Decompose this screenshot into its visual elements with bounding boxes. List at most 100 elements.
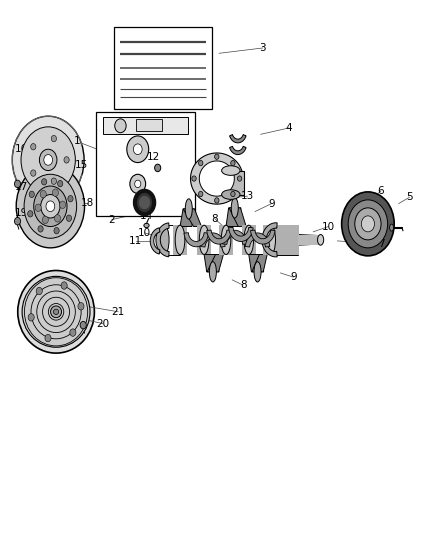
Circle shape <box>41 195 60 218</box>
Text: 19: 19 <box>15 208 28 218</box>
Polygon shape <box>207 230 231 244</box>
Circle shape <box>68 196 73 202</box>
Bar <box>197 225 211 255</box>
Text: 12: 12 <box>147 152 160 162</box>
Text: 13: 13 <box>241 191 254 201</box>
Text: 15: 15 <box>74 160 88 170</box>
Polygon shape <box>204 255 219 272</box>
Bar <box>271 225 299 255</box>
Circle shape <box>42 216 48 224</box>
Circle shape <box>361 216 374 232</box>
Polygon shape <box>201 233 225 247</box>
Circle shape <box>28 211 33 217</box>
Polygon shape <box>229 228 253 241</box>
Text: 7: 7 <box>378 239 385 248</box>
Circle shape <box>31 170 36 176</box>
Text: 10: 10 <box>138 228 151 238</box>
Bar <box>173 225 187 255</box>
Circle shape <box>133 144 142 155</box>
Circle shape <box>198 191 203 197</box>
Polygon shape <box>249 255 264 272</box>
Ellipse shape <box>18 271 95 353</box>
Ellipse shape <box>222 190 240 199</box>
Circle shape <box>115 119 126 133</box>
Circle shape <box>36 287 42 295</box>
Polygon shape <box>230 146 246 155</box>
Circle shape <box>57 181 63 187</box>
Ellipse shape <box>185 199 192 219</box>
Circle shape <box>14 217 21 225</box>
Polygon shape <box>156 223 169 257</box>
Polygon shape <box>191 153 243 204</box>
Bar <box>218 171 244 195</box>
Circle shape <box>127 136 148 163</box>
Ellipse shape <box>22 276 90 348</box>
Bar <box>114 27 212 109</box>
Polygon shape <box>262 223 277 257</box>
Circle shape <box>45 334 51 342</box>
Text: 16: 16 <box>15 144 28 154</box>
Text: 11: 11 <box>129 236 142 246</box>
Circle shape <box>16 165 85 248</box>
Bar <box>263 225 278 255</box>
Circle shape <box>237 176 242 181</box>
Ellipse shape <box>221 225 231 255</box>
Circle shape <box>40 190 46 198</box>
Circle shape <box>38 225 43 232</box>
Circle shape <box>42 179 47 185</box>
Polygon shape <box>245 233 270 247</box>
Ellipse shape <box>199 225 209 255</box>
Circle shape <box>31 143 36 150</box>
Text: 21: 21 <box>112 307 125 317</box>
Ellipse shape <box>390 224 393 231</box>
Circle shape <box>51 178 57 184</box>
Ellipse shape <box>231 198 238 218</box>
Circle shape <box>54 215 60 222</box>
Polygon shape <box>150 228 160 254</box>
Ellipse shape <box>254 262 261 282</box>
Circle shape <box>355 208 381 240</box>
Text: 1: 1 <box>73 136 80 146</box>
Circle shape <box>215 198 219 203</box>
Polygon shape <box>226 208 241 227</box>
Circle shape <box>80 321 86 329</box>
Circle shape <box>130 174 145 193</box>
Text: 4: 4 <box>286 123 293 133</box>
Ellipse shape <box>209 262 216 282</box>
Circle shape <box>66 215 71 221</box>
Text: 3: 3 <box>259 43 266 53</box>
Circle shape <box>64 157 69 163</box>
Polygon shape <box>180 209 194 227</box>
Circle shape <box>198 160 203 166</box>
Circle shape <box>24 174 77 238</box>
Ellipse shape <box>175 225 185 255</box>
Circle shape <box>44 155 53 165</box>
Ellipse shape <box>318 235 324 245</box>
Ellipse shape <box>244 225 254 255</box>
Bar <box>242 225 256 255</box>
Circle shape <box>35 204 41 212</box>
Ellipse shape <box>50 306 61 318</box>
Circle shape <box>139 196 150 209</box>
Circle shape <box>14 180 21 188</box>
Text: 17: 17 <box>15 182 28 191</box>
Polygon shape <box>223 230 247 244</box>
Ellipse shape <box>266 225 276 255</box>
Circle shape <box>12 116 84 204</box>
Polygon shape <box>183 209 201 227</box>
Circle shape <box>342 192 394 256</box>
Circle shape <box>46 201 55 212</box>
Circle shape <box>135 180 141 188</box>
Circle shape <box>39 149 57 171</box>
Bar <box>96 112 195 216</box>
Circle shape <box>61 282 67 289</box>
Text: 20: 20 <box>96 319 110 328</box>
Circle shape <box>34 186 67 227</box>
Circle shape <box>135 191 154 214</box>
Circle shape <box>60 201 66 208</box>
Bar <box>298 235 321 245</box>
Polygon shape <box>229 208 246 227</box>
Text: 14: 14 <box>140 211 153 221</box>
Polygon shape <box>207 255 223 272</box>
Ellipse shape <box>159 225 169 255</box>
